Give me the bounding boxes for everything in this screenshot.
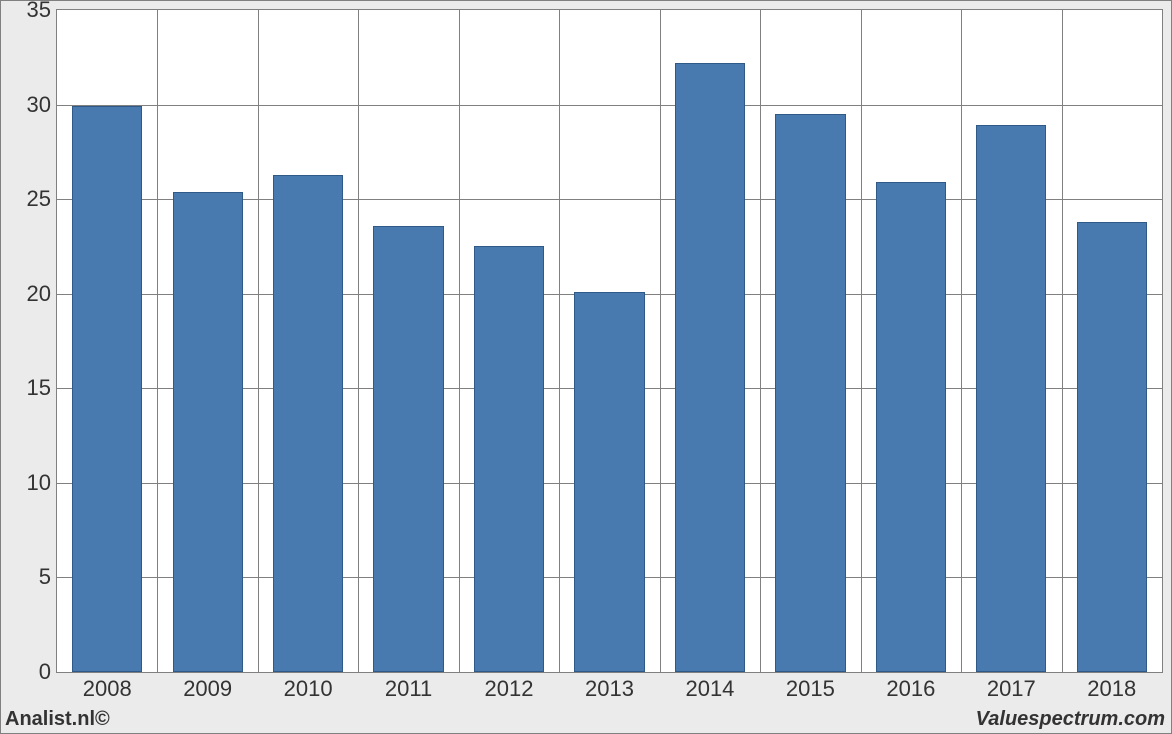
gridline-horizontal [57, 105, 1162, 106]
gridline-vertical [459, 10, 460, 672]
x-axis-tick-label: 2012 [485, 672, 534, 702]
y-axis-tick-label: 0 [39, 659, 57, 685]
x-axis-tick-label: 2018 [1087, 672, 1136, 702]
chart-bar [373, 226, 443, 672]
x-axis-tick-label: 2016 [886, 672, 935, 702]
x-axis-tick-label: 2015 [786, 672, 835, 702]
x-axis-tick-label: 2017 [987, 672, 1036, 702]
gridline-vertical [660, 10, 661, 672]
y-axis-tick-label: 15 [27, 375, 57, 401]
y-axis-tick-label: 20 [27, 281, 57, 307]
x-axis-tick-label: 2008 [83, 672, 132, 702]
chart-bar [574, 292, 644, 672]
gridline-vertical [559, 10, 560, 672]
x-axis-tick-label: 2014 [685, 672, 734, 702]
footer-right-credit: Valuespectrum.com [976, 708, 1165, 731]
chart-bar [72, 106, 142, 672]
gridline-vertical [961, 10, 962, 672]
chart-bar [876, 182, 946, 672]
x-axis-tick-label: 2013 [585, 672, 634, 702]
y-axis-tick-label: 25 [27, 186, 57, 212]
chart-bar [1077, 222, 1147, 672]
footer-left-credit: Analist.nl© [5, 708, 110, 731]
y-axis-tick-label: 10 [27, 470, 57, 496]
chart-outer-frame: 0 5 10 15 20 25 30 35 2008 2009 2010 2011 2012 2013 20… [0, 0, 1172, 734]
gridline-vertical [157, 10, 158, 672]
chart-bar [775, 114, 845, 672]
y-axis-tick-label: 5 [39, 564, 57, 590]
chart-bar [474, 246, 544, 672]
chart-bar [173, 192, 243, 672]
x-axis-tick-label: 2009 [183, 672, 232, 702]
chart-bar [976, 125, 1046, 672]
gridline-vertical [358, 10, 359, 672]
gridline-vertical [861, 10, 862, 672]
x-axis-tick-label: 2011 [385, 672, 432, 702]
gridline-vertical [1062, 10, 1063, 672]
y-axis-tick-label: 30 [27, 92, 57, 118]
chart-bar [675, 63, 745, 672]
chart-plot-area: 0510152025303520082009201020112012201320… [56, 9, 1163, 673]
gridline-vertical [258, 10, 259, 672]
y-axis-tick-label: 35 [27, 0, 57, 23]
gridline-vertical [760, 10, 761, 672]
chart-bar [273, 175, 343, 672]
x-axis-tick-label: 2010 [284, 672, 333, 702]
